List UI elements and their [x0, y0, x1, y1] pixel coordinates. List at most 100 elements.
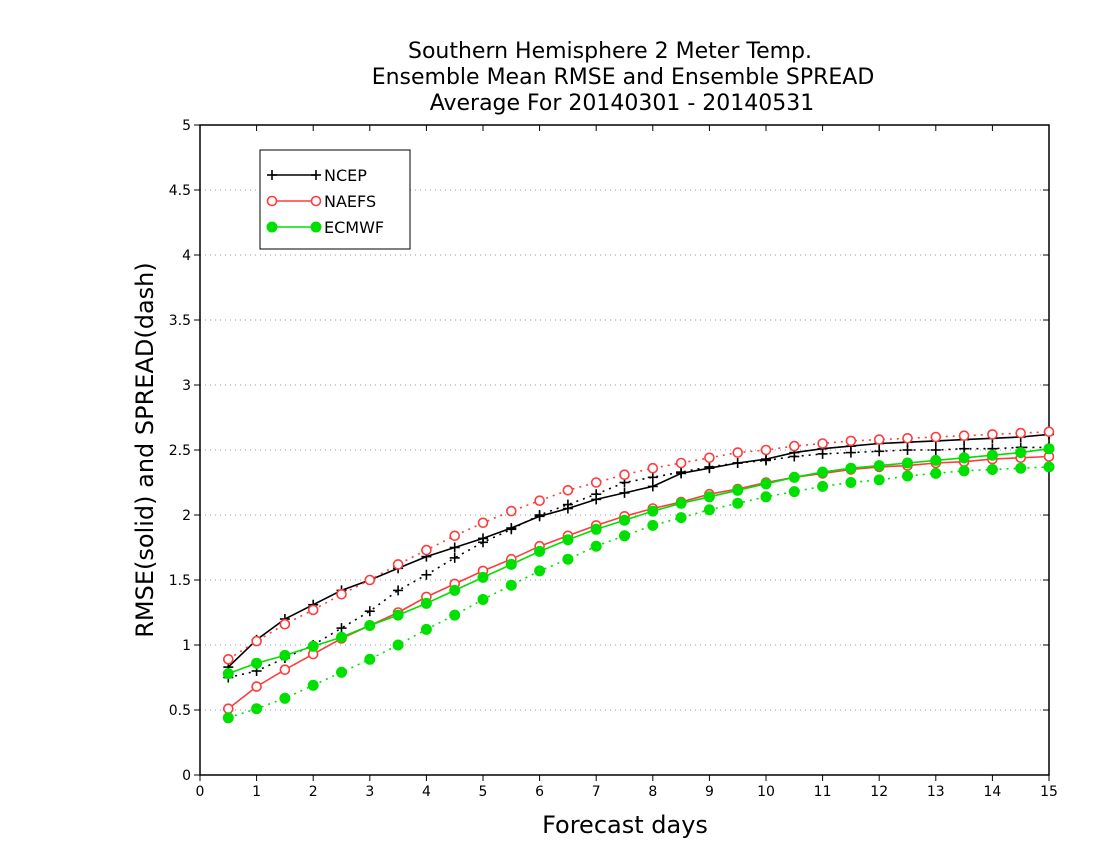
- x-tick-label-3: 3: [365, 784, 374, 800]
- ecmwf-rmse-point-8: [449, 584, 461, 596]
- ncep-rmse-point-18: [732, 458, 743, 468]
- ecmwf-rmse-point-19: [760, 478, 772, 490]
- ecmwf-spread-point-2: [279, 692, 291, 704]
- naefs-spread-point-22: [845, 435, 857, 447]
- naefs-spread-point-26: [958, 430, 970, 442]
- naefs-spread-line: [227, 431, 1049, 660]
- naefs-spread-point-13: [590, 477, 602, 488]
- ecmwf-rmse-point-29: [1043, 443, 1055, 455]
- y-tick-label-1: 0.5: [169, 703, 191, 719]
- ecmwf-rmse-point-4: [336, 631, 347, 643]
- ecmwf-rmse-point-5: [364, 620, 376, 631]
- naefs-spread-point-29: [1043, 426, 1055, 438]
- naefs-spread-point-24: [902, 432, 913, 444]
- naefs-spread-point-1: [251, 635, 262, 647]
- naefs-spread-point-11: [534, 495, 545, 507]
- chart-title-line-1: Southern Hemisphere 2 Meter Temp.: [408, 39, 812, 64]
- ncep-spread-line: [228, 446, 1049, 679]
- ecmwf-spread-point-29: [1043, 461, 1055, 473]
- ecmwf-spread-point-4: [336, 666, 347, 678]
- ecmwf-spread-point-20: [788, 486, 800, 498]
- ecmwf-spread-point-6: [392, 639, 404, 651]
- ecmwf-spread-point-16: [675, 512, 687, 524]
- ncep-rmse-point-13: [591, 494, 602, 505]
- legend-label-ncep: NCEP: [324, 166, 367, 185]
- legend-marker-right-ncep: [311, 170, 321, 180]
- ecmwf-rmse-point-13: [590, 523, 602, 535]
- naefs-spread-point-15: [647, 462, 659, 474]
- ecmwf-spread-point-9: [477, 594, 489, 605]
- ncep-rmse-point-19: [761, 454, 771, 465]
- legend-marker-left-ncep: [267, 170, 277, 180]
- ecmwf-spread-point-18: [732, 497, 744, 509]
- ecmwf-rmse-point-21: [817, 466, 829, 478]
- ecmwf-spread-point-22: [845, 477, 857, 488]
- y-axis-label: RMSE(solid) and SPREAD(dash): [131, 262, 159, 638]
- naefs-spread-point-0: [223, 653, 234, 665]
- naefs-spread-point-27: [987, 429, 998, 440]
- ecmwf-spread-point-15: [647, 519, 659, 531]
- ecmwf-rmse-point-20: [788, 471, 800, 483]
- ecmwf-rmse-point-14: [619, 514, 630, 526]
- legend: NCEP NAEFS ECMWF: [259, 149, 411, 250]
- ecmwf-spread-point-25: [930, 467, 942, 479]
- ncep-rmse-point-10: [506, 523, 517, 533]
- ecmwf-rmse-point-25: [930, 454, 942, 466]
- ecmwf-rmse-point-28: [1015, 447, 1027, 459]
- ecmwf-spread-point-21: [817, 480, 829, 492]
- x-tick-label-5: 5: [479, 784, 488, 800]
- y-tick-label-3: 1.5: [169, 573, 191, 589]
- x-tick-label-4: 4: [422, 784, 431, 800]
- naefs-spread-point-19: [760, 444, 772, 456]
- ecmwf-spread-point-28: [1015, 462, 1027, 474]
- ecmwf-spread-point-19: [760, 491, 772, 503]
- naefs-spread-point-2: [279, 618, 291, 630]
- x-tick-label-14: 14: [983, 784, 1001, 800]
- y-tick-label-10: 5: [182, 118, 191, 134]
- x-tick-label-13: 13: [927, 784, 945, 800]
- legend-marker-left-ecmwf: [266, 221, 278, 233]
- y-tick-label-2: 1: [182, 638, 191, 654]
- ncep-spread-point-25: [930, 445, 941, 455]
- naefs-rmse-point-1: [251, 681, 262, 692]
- x-tick-label-9: 9: [705, 784, 714, 800]
- naefs-spread-point-8: [449, 530, 461, 542]
- ncep-spread-point-26: [959, 443, 970, 454]
- naefs-rmse-line: [227, 455, 1049, 710]
- ecmwf-spread-point-0: [222, 712, 234, 724]
- ecmwf-rmse-point-2: [279, 649, 291, 661]
- naefs-spread-point-4: [336, 588, 347, 600]
- naefs-spread-point-17: [704, 452, 715, 464]
- ncep-spread-point-4: [336, 623, 347, 634]
- naefs-spread-point-3: [307, 604, 319, 616]
- ecmwf-rmse-point-27: [986, 449, 998, 461]
- ecmwf-rmse-point-6: [392, 609, 404, 621]
- y-tick-label-7: 3.5: [169, 313, 191, 329]
- y-tick-label-4: 2: [182, 508, 191, 524]
- naefs-spread-point-23: [873, 434, 885, 445]
- x-axis-label: Forecast days: [542, 811, 708, 839]
- y-tick-label-9: 4.5: [169, 183, 191, 199]
- naefs-spread-point-20: [788, 440, 800, 452]
- x-tick-label-8: 8: [648, 784, 657, 800]
- ncep-rmse-point-16: [676, 468, 687, 479]
- ecmwf-spread-point-26: [958, 465, 970, 477]
- ecmwf-rmse-point-18: [732, 484, 744, 496]
- naefs-rmse-point-2: [279, 664, 291, 676]
- ecmwf-rmse-line: [228, 447, 1049, 675]
- ncep-rmse-point-12: [562, 503, 573, 514]
- ecmwf-rmse-point-17: [703, 491, 715, 503]
- y-tick-label-6: 3: [182, 378, 191, 394]
- ecmwf-rmse-point-9: [477, 571, 489, 583]
- naefs-spread-point-7: [421, 544, 432, 556]
- ncep-rmse-point-8: [449, 542, 460, 553]
- naefs-spread-point-9: [477, 517, 489, 529]
- naefs-spread-point-5: [364, 574, 376, 586]
- ncep-rmse-point-11: [534, 511, 545, 522]
- naefs-spread-point-28: [1015, 427, 1027, 439]
- ecmwf-spread-point-14: [619, 530, 630, 542]
- ecmwf-spread-line: [228, 466, 1049, 719]
- ecmwf-rmse-point-15: [647, 505, 659, 517]
- ecmwf-spread-point-7: [420, 623, 432, 635]
